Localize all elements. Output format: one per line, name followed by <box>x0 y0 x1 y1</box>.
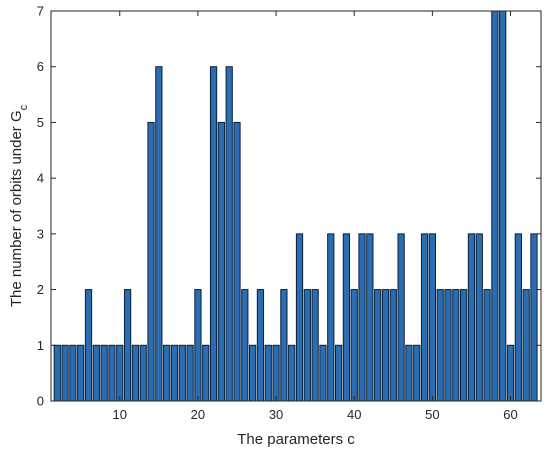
bar-c-11 <box>123 289 132 402</box>
y-axis-label-main: The number of orbits under G <box>8 110 25 307</box>
bar-c-29 <box>264 344 272 402</box>
y-axis-label: The number of orbits under Gc <box>8 104 30 307</box>
bar-c-16 <box>163 344 171 402</box>
bar-c-14 <box>147 121 155 402</box>
bar-c-54 <box>460 289 468 402</box>
bar-c-63 <box>530 233 538 402</box>
bar-c-44 <box>381 289 390 402</box>
bar-c-30 <box>272 344 280 402</box>
bar-c-6 <box>84 289 93 402</box>
bar-c-41 <box>358 233 366 402</box>
bars-layer <box>53 10 538 402</box>
bar-c-55 <box>467 233 476 402</box>
bar-c-10 <box>116 344 124 402</box>
bar-c-53 <box>452 289 460 402</box>
bar-c-8 <box>100 344 108 402</box>
bar-c-24 <box>225 66 233 402</box>
x-tick-label-40: 40 <box>347 407 361 422</box>
bar-c-39 <box>342 233 351 402</box>
plot-frame <box>50 10 542 402</box>
x-tick-label-50: 50 <box>425 407 439 422</box>
bar-c-13 <box>139 344 147 402</box>
bar-c-34 <box>303 289 311 402</box>
bar-c-19 <box>186 344 194 402</box>
bar-c-26 <box>241 289 249 402</box>
bar-c-32 <box>288 344 296 402</box>
bar-c-25 <box>233 121 241 402</box>
bar-c-60 <box>506 344 515 402</box>
x-tick-label-60: 60 <box>503 407 517 422</box>
bar-c-22 <box>209 66 218 402</box>
bar-c-45 <box>389 289 397 402</box>
y-tick-label-5: 5 <box>37 115 44 130</box>
bar-c-31 <box>280 289 288 402</box>
bar-c-15 <box>155 66 163 402</box>
x-tick-label-10: 10 <box>113 407 127 422</box>
bar-c-12 <box>131 344 140 402</box>
bar-c-7 <box>92 344 100 402</box>
x-tick-label-30: 30 <box>269 407 283 422</box>
bar-c-52 <box>444 289 452 402</box>
x-axis-label: The parameters c <box>237 431 355 448</box>
ticks-layer: 10 20 30 40 50 60 0 1 2 3 4 5 6 7 <box>37 4 541 422</box>
y-tick-label-7: 7 <box>37 4 44 19</box>
bar-c-18 <box>178 344 186 402</box>
bar-c-28 <box>256 289 265 402</box>
bar-c-4 <box>69 344 77 402</box>
bar-c-36 <box>319 344 327 402</box>
bar-c-46 <box>397 233 405 402</box>
y-tick-label-1: 1 <box>37 338 44 353</box>
bar-c-9 <box>108 344 116 402</box>
bar-c-38 <box>334 344 343 402</box>
x-tick-label-20: 20 <box>191 407 205 422</box>
bar-c-59 <box>499 10 507 402</box>
bar-c-5 <box>77 344 85 402</box>
bar-c-33 <box>295 233 304 402</box>
bar-c-37 <box>327 233 335 402</box>
bar-c-51 <box>436 289 444 402</box>
bar-c-49 <box>420 233 429 402</box>
bar-c-23 <box>217 121 225 402</box>
bar-c-58 <box>491 10 499 402</box>
bar-c-47 <box>405 344 413 402</box>
y-tick-label-3: 3 <box>37 226 44 241</box>
bar-c-27 <box>249 344 257 402</box>
bar-c-42 <box>366 233 374 402</box>
bar-c-48 <box>413 344 421 402</box>
bar-c-40 <box>350 289 358 402</box>
y-axis-label-subscript: c <box>18 104 30 110</box>
bar-c-50 <box>428 233 436 402</box>
bar-c-21 <box>202 344 210 402</box>
bar-c-3 <box>61 344 69 402</box>
y-tick-label-6: 6 <box>37 59 44 74</box>
bar-c-56 <box>475 233 483 402</box>
bar-c-20 <box>194 289 202 402</box>
bar-c-35 <box>311 289 319 402</box>
y-tick-label-2: 2 <box>37 282 44 297</box>
bar-c-62 <box>522 289 530 402</box>
bar-c-17 <box>170 344 179 402</box>
y-tick-label-0: 0 <box>37 394 44 409</box>
bar-c-57 <box>483 289 491 402</box>
y-tick-label-4: 4 <box>37 171 44 186</box>
bar-c-61 <box>514 233 522 402</box>
bar-c-2 <box>53 344 61 402</box>
bar-c-43 <box>374 289 382 402</box>
